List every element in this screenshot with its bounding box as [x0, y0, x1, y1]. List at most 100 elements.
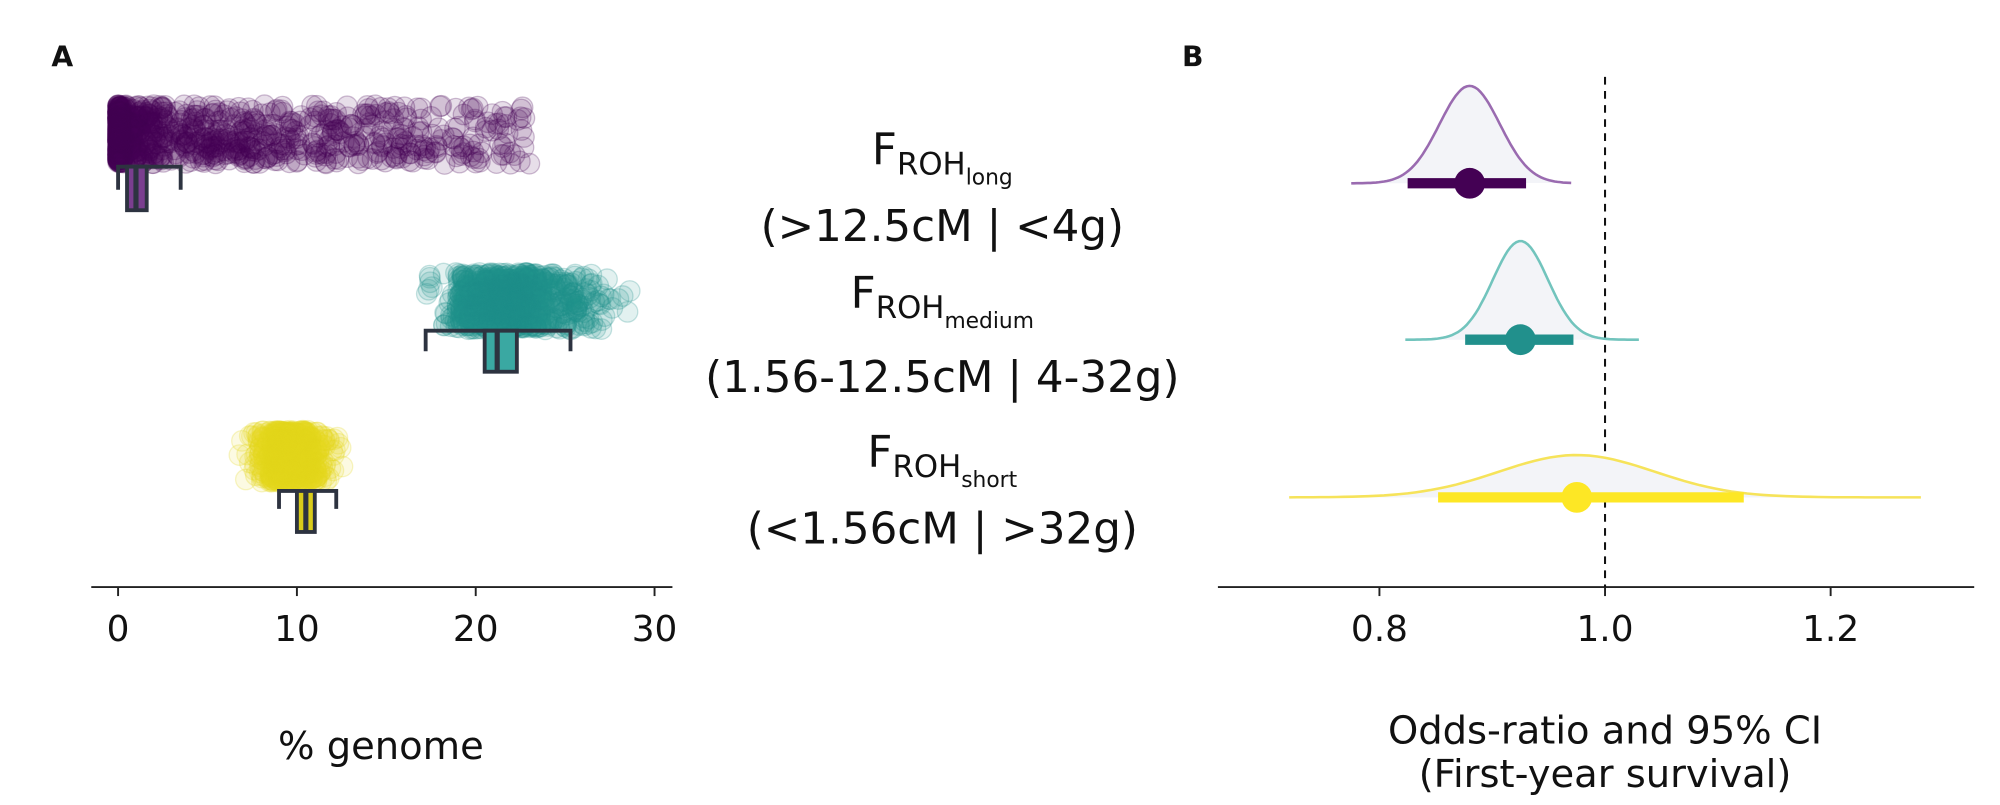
- data-point: [149, 117, 172, 139]
- data-point: [108, 105, 131, 127]
- data-point: [115, 94, 137, 117]
- data-point: [239, 145, 261, 167]
- data-point: [173, 135, 196, 158]
- data-point: [109, 106, 132, 129]
- data-point: [196, 131, 219, 154]
- data-point: [107, 117, 130, 140]
- data-point: [499, 141, 522, 164]
- data-point: [170, 129, 193, 152]
- data-point: [134, 111, 157, 134]
- data-point: [107, 96, 130, 119]
- data-point: [270, 99, 293, 122]
- data-point: [430, 128, 453, 151]
- data-point: [429, 95, 452, 118]
- data-point: [107, 96, 129, 119]
- data-point: [112, 107, 134, 130]
- data-point: [107, 139, 129, 162]
- data-point: [219, 107, 242, 130]
- data-point: [146, 120, 169, 143]
- data-point: [459, 145, 482, 168]
- data-point: [386, 127, 408, 149]
- data-point: [256, 145, 279, 168]
- data-point: [111, 103, 134, 126]
- data-point: [386, 142, 409, 165]
- data-point: [121, 136, 144, 159]
- x-tick-label: 30: [632, 609, 678, 650]
- data-point: [231, 108, 253, 131]
- data-point: [372, 127, 395, 150]
- data-point: [107, 138, 130, 161]
- data-point: [145, 116, 168, 139]
- data-point: [107, 110, 130, 133]
- data-point: [107, 123, 129, 146]
- data-point: [398, 149, 421, 172]
- row-label-main: F: [872, 125, 897, 175]
- data-point: [394, 117, 416, 140]
- data-point: [107, 114, 130, 137]
- data-point: [139, 139, 161, 162]
- data-point: [405, 134, 428, 157]
- data-point: [395, 104, 417, 127]
- data-point: [166, 123, 189, 146]
- data-point: [198, 138, 221, 161]
- data-point: [118, 115, 140, 138]
- data-point: [115, 105, 137, 127]
- data-point: [143, 141, 166, 164]
- data-point: [337, 117, 360, 139]
- data-point: [174, 107, 196, 129]
- data-point: [200, 131, 223, 154]
- data-point: [120, 138, 143, 161]
- data-point: [107, 114, 129, 137]
- data-point: [107, 120, 130, 143]
- data-point: [118, 106, 141, 129]
- data-point: [143, 127, 166, 149]
- data-point: [340, 113, 362, 136]
- data-point: [310, 123, 333, 146]
- data-point: [107, 105, 130, 127]
- data-point: [108, 107, 131, 129]
- data-point: [113, 112, 136, 134]
- data-point: [192, 145, 215, 168]
- data-point: [107, 97, 130, 120]
- data-point: [107, 112, 130, 135]
- data-point: [204, 148, 227, 171]
- data-point: [124, 95, 147, 118]
- data-point: [141, 116, 164, 139]
- data-point: [107, 113, 130, 136]
- point-estimate: [1561, 481, 1593, 513]
- data-point: [107, 122, 130, 144]
- panel-b-label: B: [1182, 41, 1203, 74]
- data-point: [107, 126, 129, 149]
- data-point: [288, 133, 311, 156]
- data-point: [356, 103, 379, 125]
- data-point: [159, 131, 182, 154]
- data-point: [471, 141, 493, 164]
- data-point: [170, 109, 193, 132]
- data-point: [510, 119, 533, 141]
- data-point: [271, 101, 294, 124]
- data-point: [107, 94, 129, 117]
- data-point: [390, 137, 412, 160]
- data-point: [281, 118, 304, 141]
- data-point: [425, 134, 448, 157]
- data-point: [107, 139, 130, 162]
- data-point: [114, 132, 137, 155]
- data-point: [176, 131, 199, 154]
- data-point: [110, 95, 133, 117]
- data-point: [110, 143, 133, 166]
- data-point: [183, 125, 206, 148]
- data-point: [107, 101, 130, 123]
- data-point: [324, 108, 347, 131]
- data-point: [107, 102, 129, 124]
- data-point: [491, 100, 514, 123]
- data-point: [227, 96, 250, 119]
- data-point: [255, 114, 277, 137]
- data-point: [299, 428, 322, 451]
- data-point: [417, 278, 440, 301]
- data-point: [493, 132, 516, 155]
- data-point: [175, 125, 198, 148]
- data-point: [220, 137, 243, 160]
- data-point: [151, 138, 174, 161]
- data-point: [256, 146, 279, 169]
- data-point: [194, 107, 217, 130]
